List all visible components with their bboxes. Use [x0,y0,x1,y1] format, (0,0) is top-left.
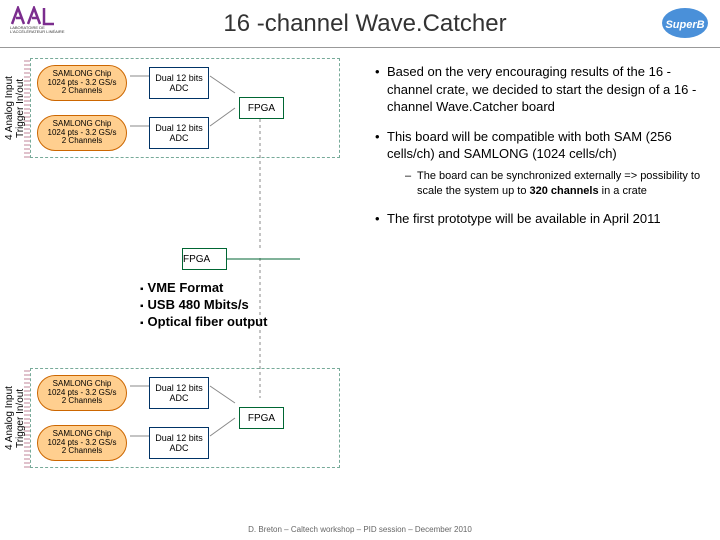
svg-text:SuperB: SuperB [665,19,704,31]
text-area: Based on the very encouraging results of… [370,48,720,508]
fpga-block: FPGA [239,97,284,119]
fpga-block: FPGA [239,407,284,429]
samlong-chip: SAMLONG Chip1024 pts - 3.2 GS/s2 Channel… [37,425,127,461]
bullet-1: Based on the very encouraging results of… [375,63,710,116]
header: LABORATOIRE DE L'ACCÉLÉRATEUR LINÉAIRE 1… [0,0,720,48]
adc-block: Dual 12 bitsADC [149,377,209,409]
adc-block: Dual 12 bitsADC [149,117,209,149]
bullet-2: This board will be compatible with both … [375,128,710,199]
analog-input-label: 4 Analog Input Trigger In/out [4,63,26,153]
feature-fiber: Optical fiber output [130,314,345,329]
samlong-chip: SAMLONG Chip1024 pts - 3.2 GS/s2 Channel… [37,65,127,101]
logo-right: SuperB [660,6,710,41]
samlong-chip: SAMLONG Chip1024 pts - 3.2 GS/s2 Channel… [37,115,127,151]
adc-block: Dual 12 bitsADC [149,427,209,459]
adc-block: Dual 12 bitsADC [149,67,209,99]
bullet-3: The first prototype will be available in… [375,210,710,228]
page-title: 16 -channel Wave.Catcher [70,10,660,38]
channel-group-bottom: SAMLONG Chip1024 pts - 3.2 GS/s2 Channel… [30,368,340,468]
main: 4 Analog Input Trigger In/out 4 Analog I… [0,48,720,508]
samlong-chip: SAMLONG Chip1024 pts - 3.2 GS/s2 Channel… [37,375,127,411]
channel-group-top: SAMLONG Chip1024 pts - 3.2 GS/s2 Channel… [30,58,340,158]
sub-bullet: The board can be synchronized externally… [387,169,710,199]
diagram-area: 4 Analog Input Trigger In/out 4 Analog I… [0,48,370,508]
feature-vme: VME Format [130,280,345,295]
fpga-main: FPGA [182,248,227,270]
analog-input-label: 4 Analog Input Trigger In/out [4,373,26,463]
logo-left: LABORATOIRE DE L'ACCÉLÉRATEUR LINÉAIRE [10,6,70,41]
footer: D. Breton – Caltech workshop – PID sessi… [0,525,720,534]
features-box: VME Format USB 480 Mbits/s Optical fiber… [130,278,345,331]
feature-usb: USB 480 Mbits/s [130,297,345,312]
